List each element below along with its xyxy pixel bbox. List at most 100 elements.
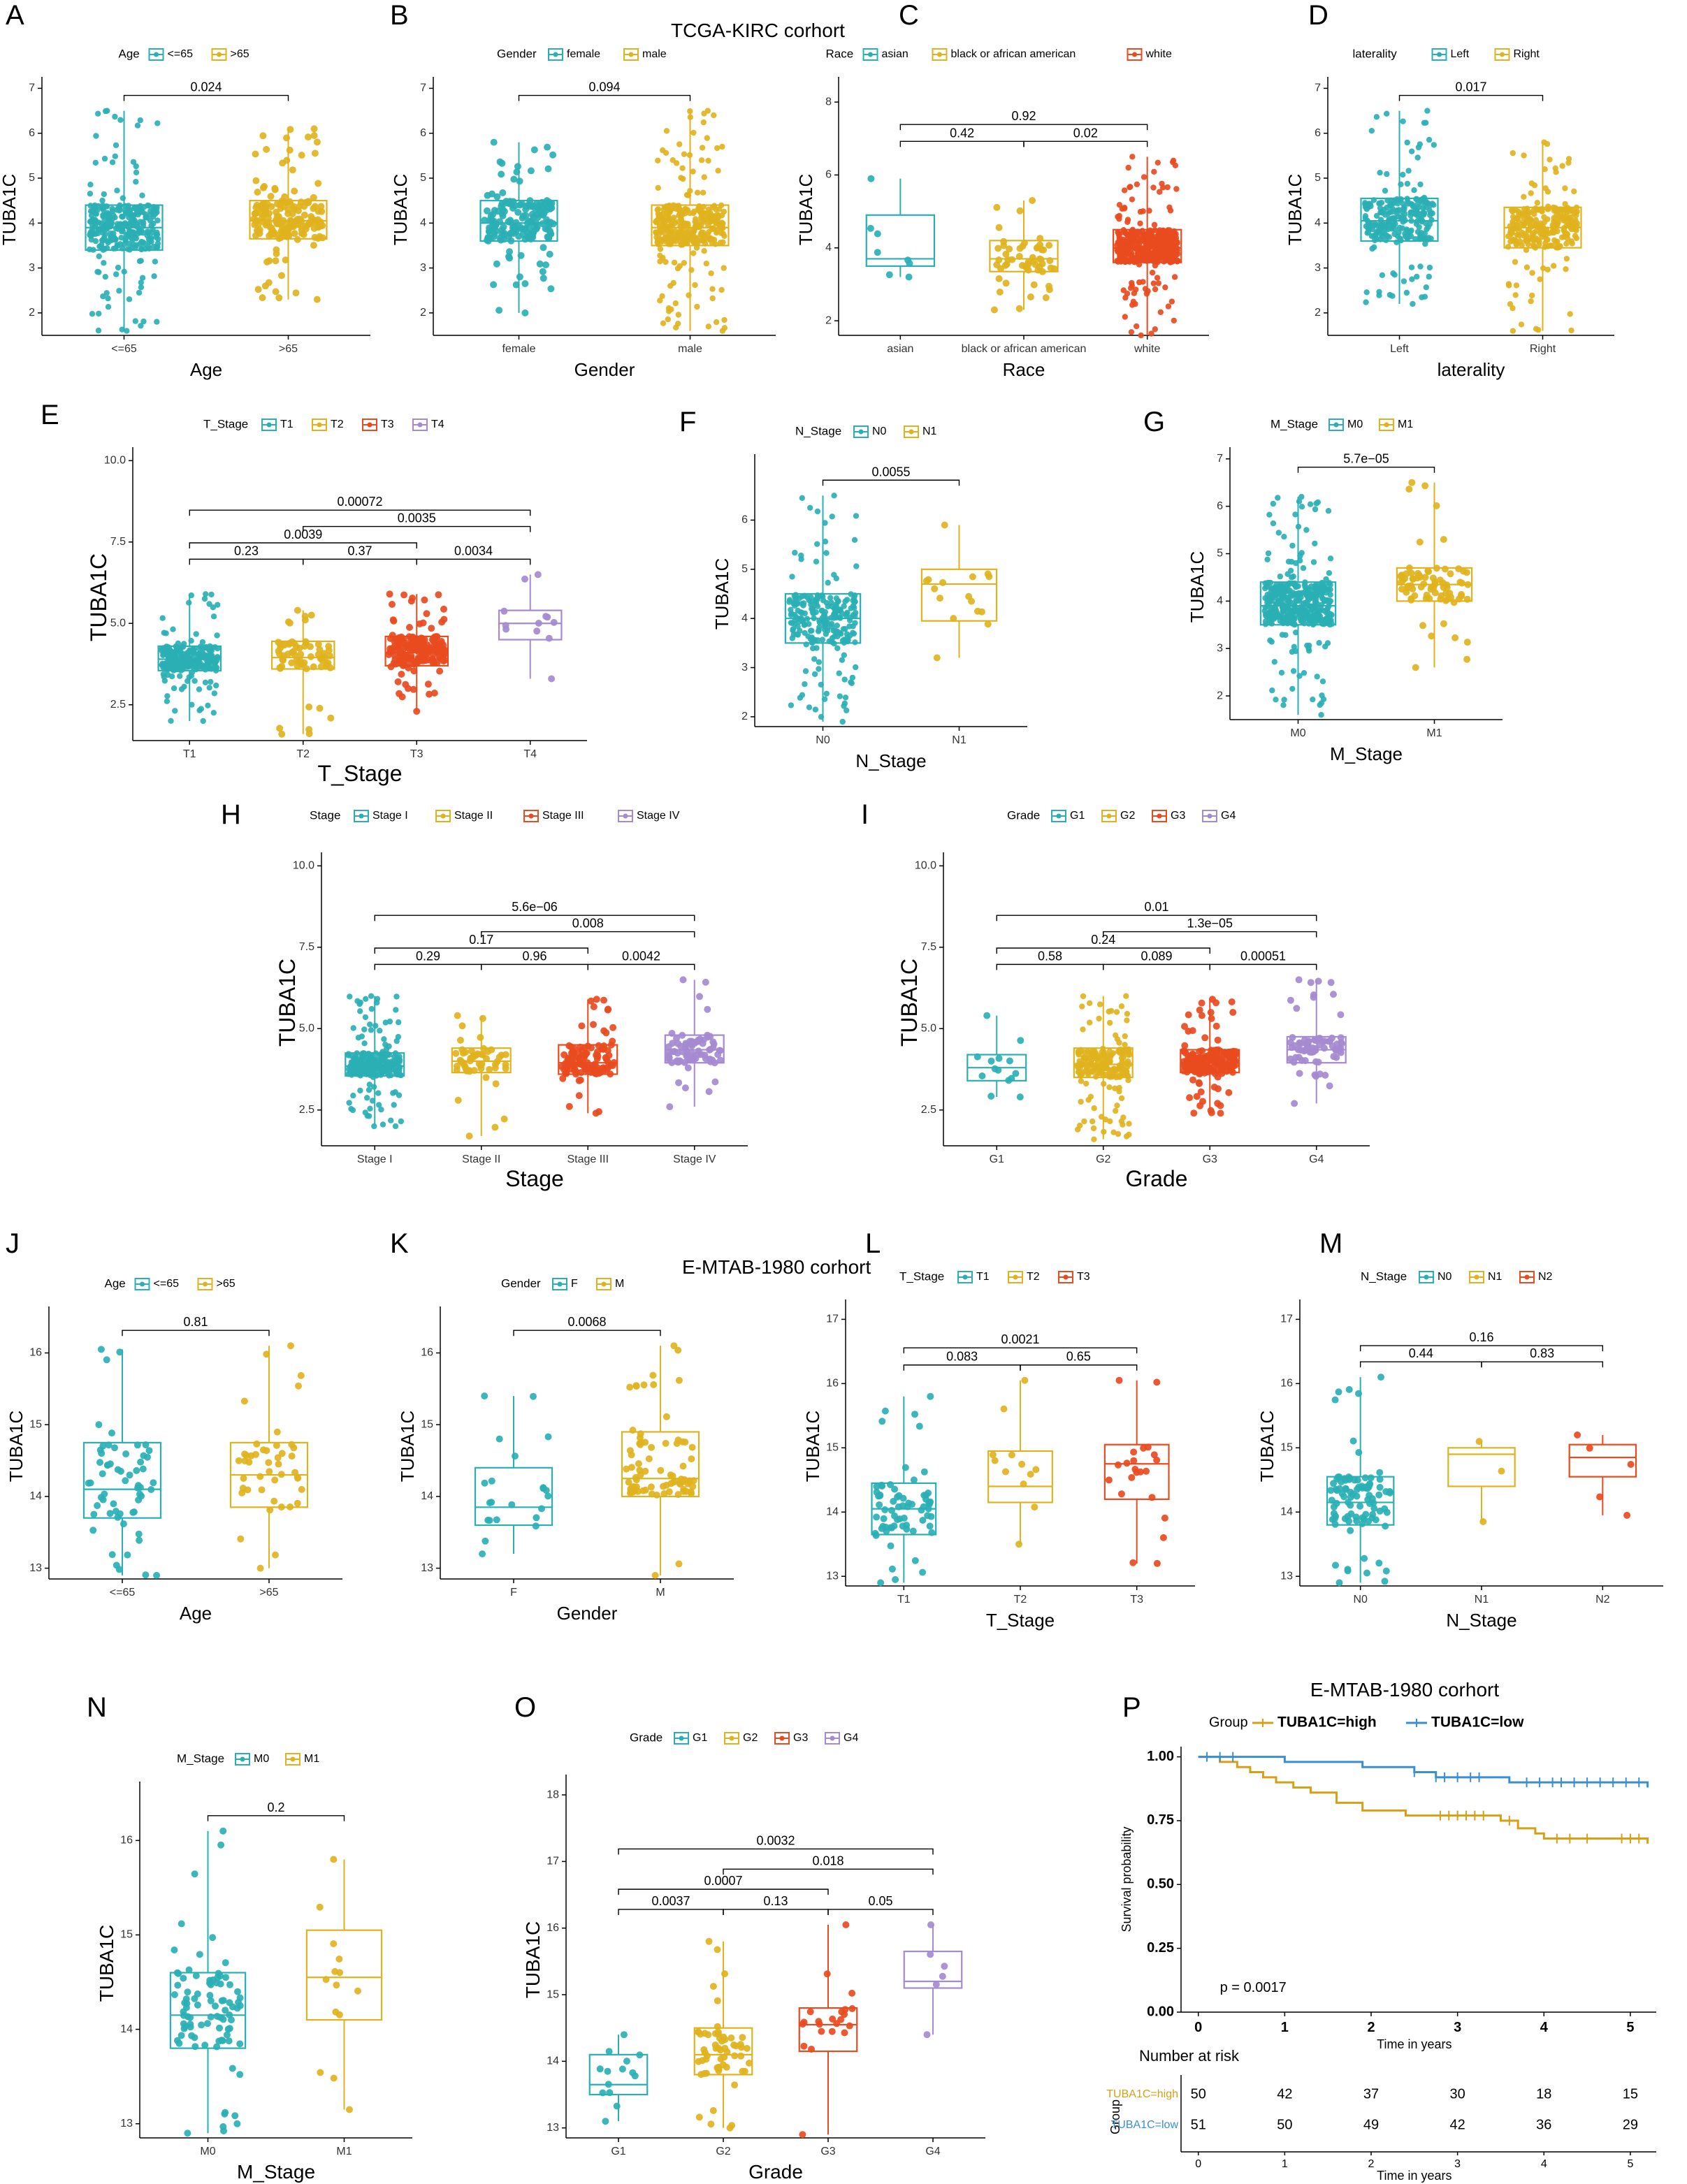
point-male bbox=[701, 174, 707, 180]
point-stage-i bbox=[358, 1063, 364, 1070]
point-male bbox=[709, 212, 715, 219]
panel-label-m: M bbox=[1319, 1228, 1343, 1259]
point-male bbox=[671, 214, 677, 221]
y-tick-label: 7 bbox=[420, 82, 426, 94]
point-female bbox=[481, 217, 488, 224]
point-t4 bbox=[502, 622, 509, 629]
point-female bbox=[493, 260, 500, 268]
point-black-or-african-american bbox=[1047, 264, 1055, 272]
point-g4 bbox=[1296, 1070, 1303, 1077]
point-65 bbox=[139, 275, 146, 281]
point-m1 bbox=[1437, 595, 1445, 603]
point-n1 bbox=[941, 521, 948, 529]
point-65 bbox=[132, 318, 138, 324]
point-n0 bbox=[792, 592, 799, 598]
point-m0 bbox=[1273, 605, 1279, 612]
point-stage-iv bbox=[688, 1038, 695, 1045]
comparison-pvalue: 0.92 bbox=[1011, 109, 1036, 123]
point-65 bbox=[133, 1466, 140, 1474]
point-right bbox=[1528, 298, 1534, 305]
point-right bbox=[1542, 166, 1548, 173]
point-g2 bbox=[1087, 1019, 1093, 1026]
point-t4 bbox=[533, 627, 541, 635]
comparison-bracket bbox=[996, 947, 1210, 954]
point-65 bbox=[287, 1503, 294, 1510]
point-t1 bbox=[200, 718, 206, 725]
point-stage-ii bbox=[495, 1054, 503, 1061]
point-male bbox=[676, 141, 683, 147]
point-left bbox=[1427, 202, 1433, 208]
point-g2 bbox=[1096, 1015, 1102, 1022]
point-white bbox=[1152, 227, 1158, 233]
x-axis-label: Race bbox=[1003, 359, 1045, 380]
point-65 bbox=[235, 1457, 242, 1464]
point-white bbox=[1134, 323, 1140, 330]
point-white bbox=[1159, 240, 1165, 247]
point-male bbox=[717, 240, 724, 246]
point-t3 bbox=[394, 678, 402, 685]
point-m1 bbox=[1441, 565, 1449, 573]
point-t2 bbox=[296, 644, 303, 652]
point-stage-i bbox=[345, 1071, 352, 1077]
point-female bbox=[514, 208, 522, 216]
point-n0 bbox=[790, 601, 797, 607]
point-g3 bbox=[1196, 1048, 1203, 1056]
point-g2 bbox=[1123, 993, 1129, 999]
point-female bbox=[499, 189, 507, 196]
point-65 bbox=[106, 215, 113, 221]
point-65 bbox=[90, 231, 96, 238]
y-tick-label: 3 bbox=[741, 662, 748, 674]
point-g4 bbox=[1332, 1047, 1340, 1054]
point-female bbox=[542, 261, 549, 269]
point-left bbox=[1396, 207, 1402, 213]
point-stage-iii bbox=[609, 1024, 617, 1031]
point-65 bbox=[283, 134, 290, 142]
point-left bbox=[1398, 196, 1404, 203]
legend-label-65: >65 bbox=[217, 1278, 236, 1290]
point-white bbox=[1156, 257, 1162, 263]
point-65 bbox=[133, 179, 139, 185]
comparison-pvalue: 0.0039 bbox=[284, 527, 322, 541]
point-stage-i bbox=[373, 1000, 380, 1006]
point-t1 bbox=[196, 654, 203, 660]
point-stage-iii bbox=[563, 1070, 570, 1077]
point-black-or-african-american bbox=[1006, 245, 1013, 253]
panel-label-f: F bbox=[679, 407, 697, 437]
boxplot-panel-b: Gender female male234567TUBA1CGenderfemale… bbox=[390, 47, 776, 380]
point-male bbox=[721, 265, 727, 271]
point-g1 bbox=[1016, 1093, 1024, 1101]
point-m1 bbox=[1408, 479, 1416, 486]
point-m0 bbox=[1306, 648, 1312, 654]
point-right bbox=[1561, 226, 1567, 233]
point-t1 bbox=[160, 664, 166, 671]
legend-label-right: Right bbox=[1514, 48, 1540, 60]
point-g3 bbox=[1198, 1061, 1205, 1069]
point-male bbox=[714, 145, 721, 152]
x-axis-label: Stage bbox=[505, 1166, 564, 1191]
point-t2 bbox=[316, 704, 324, 712]
point-left bbox=[1410, 300, 1416, 307]
point-n0 bbox=[797, 627, 803, 634]
point-right bbox=[1551, 224, 1558, 230]
point-n0 bbox=[799, 692, 806, 698]
x-tick-label-f: F bbox=[510, 1587, 517, 1599]
y-tick-label: 3 bbox=[29, 262, 35, 274]
point-65 bbox=[263, 219, 270, 227]
point-male bbox=[695, 240, 701, 246]
point-m1 bbox=[1439, 579, 1447, 587]
point-m1 bbox=[1463, 639, 1471, 646]
comparison-pvalue: 0.01 bbox=[1144, 900, 1168, 914]
point-65 bbox=[273, 213, 281, 221]
point-65 bbox=[254, 286, 262, 293]
point-white bbox=[1124, 217, 1131, 223]
point-65 bbox=[286, 146, 294, 154]
point-t1 bbox=[168, 673, 175, 680]
point-65 bbox=[102, 274, 108, 280]
point-65 bbox=[291, 219, 298, 226]
point-65 bbox=[118, 235, 124, 241]
cohort-title-emtab: E-MTAB-1980 corhort bbox=[682, 1256, 871, 1278]
point-n0 bbox=[843, 612, 849, 618]
legend-key-dot bbox=[317, 422, 322, 428]
point-g3 bbox=[1232, 1050, 1240, 1058]
point-65 bbox=[301, 211, 308, 219]
